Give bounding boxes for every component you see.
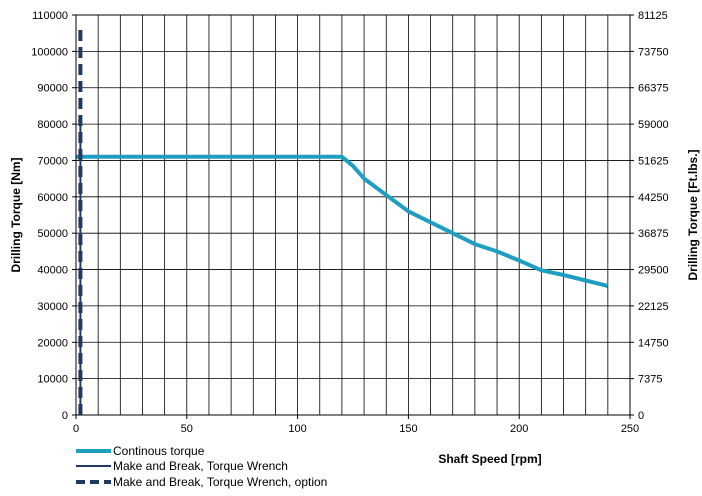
y-tick-label: 20000 — [37, 337, 68, 349]
gridlines — [76, 14, 630, 416]
y2-tick-label: 14750 — [638, 337, 669, 349]
series-layer — [76, 27, 609, 415]
y-tick-label: 10000 — [37, 374, 68, 386]
y2-tick-label: 81125 — [638, 10, 668, 22]
y2-tick-label: 66375 — [638, 83, 669, 95]
y2-tick-label: 59000 — [638, 119, 669, 131]
plot-area-frame — [75, 14, 631, 416]
y-axis-title: Drilling Torque [Nm] — [9, 157, 23, 272]
x-tick-label: 0 — [73, 423, 79, 435]
x-tick-label: 100 — [288, 423, 306, 435]
legend: Continous torque Make and Break, Torque … — [76, 444, 327, 489]
x-tick-label: 150 — [399, 423, 417, 435]
y2-tick-label: 7375 — [638, 374, 662, 386]
y2-axis-title: Drilling Torque [Ft.lbs.] — [686, 149, 700, 280]
y2-tick-label: 29500 — [638, 265, 669, 277]
y2-axis-ticks: 0 7375 14750 22125 29500 36875 44250 51625 59000… — [630, 10, 669, 422]
y2-tick-label: 51625 — [638, 155, 669, 167]
y-tick-label: 0 — [62, 410, 68, 422]
y-tick-label: 90000 — [37, 83, 68, 95]
legend-label-continuous-torque: Continous torque — [113, 444, 205, 458]
y-tick-label: 80000 — [37, 119, 68, 131]
y2-tick-label: 44250 — [638, 192, 669, 204]
x-tick-label: 250 — [621, 423, 639, 435]
y-tick-label: 30000 — [37, 301, 68, 313]
y2-tick-label: 73750 — [638, 46, 669, 58]
y-tick-label: 40000 — [37, 265, 68, 277]
series-continuous-torque — [76, 154, 609, 288]
y-tick-label: 110000 — [32, 10, 68, 22]
y-tick-label: 70000 — [37, 155, 68, 167]
legend-label-make-and-break-option: Make and Break, Torque Wrench, option — [113, 475, 327, 489]
legend-label-make-and-break: Make and Break, Torque Wrench — [113, 459, 288, 473]
x-axis-title: Shaft Speed [rpm] — [438, 452, 541, 466]
x-tick-label: 50 — [181, 423, 193, 435]
y2-tick-label: 22125 — [638, 301, 669, 313]
y2-tick-label: 0 — [638, 410, 644, 422]
y-tick-label: 100000 — [31, 46, 68, 58]
y-tick-label: 50000 — [37, 228, 68, 240]
x-tick-label: 200 — [510, 423, 528, 435]
y2-tick-label: 36875 — [638, 228, 669, 240]
y-tick-label: 60000 — [37, 192, 68, 204]
x-axis-ticks: 0 50 100 150 200 250 — [73, 415, 639, 435]
y-axis-ticks: 0 10000 20000 30000 40000 50000 60000 70000 8000… — [31, 10, 76, 422]
series-make-and-break-option — [76, 27, 83, 415]
